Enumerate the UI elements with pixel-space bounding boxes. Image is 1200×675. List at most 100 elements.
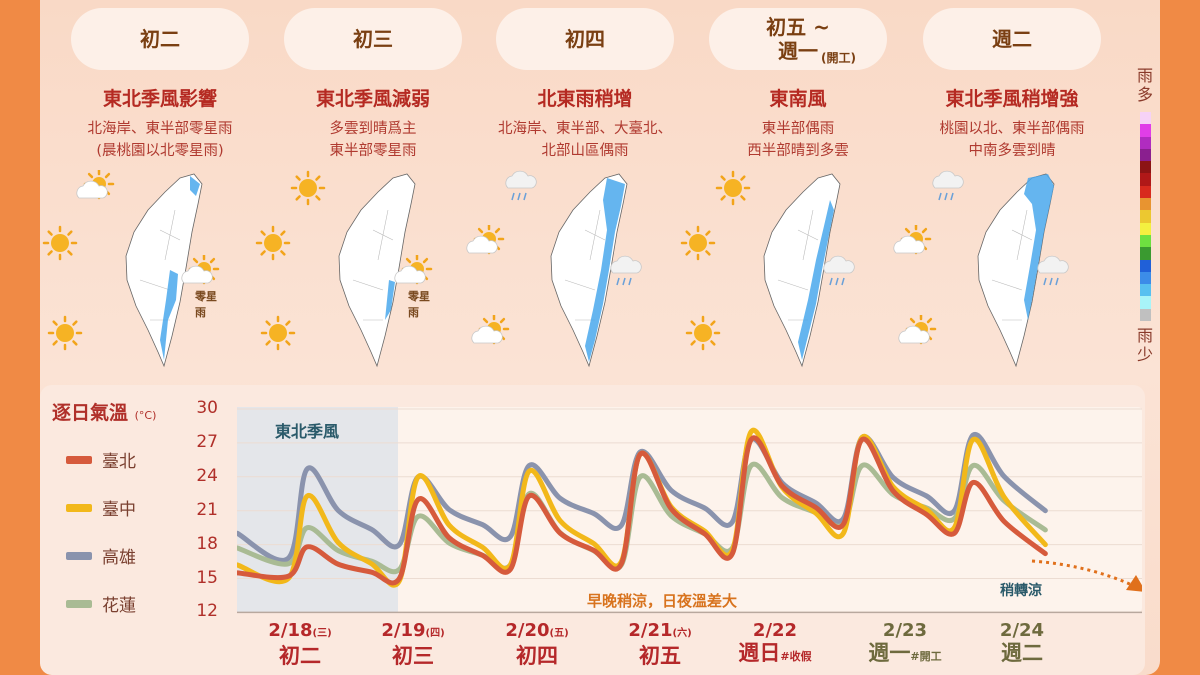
day-weather-desc: 多雲到晴爲主 東半部零星雨 xyxy=(258,118,488,162)
taiwan-rain-map: 零星雨 xyxy=(255,170,438,370)
date-text: 2/23 xyxy=(882,620,928,641)
desc-line: 桃園以北、東半部偶雨 xyxy=(939,121,1085,137)
x-category-label: 2/23 週一#開工 xyxy=(868,620,941,668)
day-weather-desc: 桃園以北、東半部偶雨 中南多雲到晴 xyxy=(897,118,1127,162)
x-category-label: 2/21(六) 初五 xyxy=(628,620,691,667)
rain-scale-swatch xyxy=(1140,296,1151,309)
day-pill-3[interactable]: 初四 xyxy=(496,8,674,70)
date-text: 2/19 xyxy=(381,620,426,641)
day-weather-title: 東北季風稍增強 xyxy=(945,88,1079,110)
x-category-label: 2/22 週日#收假 xyxy=(738,620,811,668)
rain-scale-swatch xyxy=(1140,259,1151,272)
rain-scale-swatch xyxy=(1140,136,1151,149)
map-label: 零星雨 xyxy=(408,290,430,319)
desc-line: 東半部偶雨 xyxy=(761,121,835,137)
date-text: 2/21 xyxy=(628,620,673,641)
rain-cloud-icon xyxy=(610,255,642,286)
rain-cloud-icon xyxy=(823,255,855,286)
chart-unit: (°C) xyxy=(134,409,157,422)
date-text: 2/24 xyxy=(999,620,1045,641)
rain-scale-swatch xyxy=(1140,148,1151,162)
taiwan-rain-map: 零星雨 xyxy=(42,170,225,370)
cooling-arrow-line xyxy=(1031,559,1133,587)
x-date: 2/20(五) xyxy=(505,620,568,645)
cooling-arrow-head-icon xyxy=(1126,575,1142,592)
x-date: 2/18(三) xyxy=(268,620,331,645)
x-category-label: 2/19(四) 初三 xyxy=(381,620,444,667)
day-label-text: 初四 xyxy=(515,644,558,668)
y-tick-label: 30 xyxy=(196,398,218,418)
x-lunar-label: 週二 xyxy=(1000,642,1044,664)
desc-line: 東半部零星雨 xyxy=(329,143,417,159)
rain-cloud-icon xyxy=(1037,255,1069,286)
day-pill-label: 初四 xyxy=(565,27,605,51)
legend-label: 臺北 xyxy=(102,452,136,472)
rain-scale-swatch xyxy=(1140,271,1151,285)
legend-swatch xyxy=(66,551,92,560)
legend-swatch xyxy=(66,455,92,464)
desc-line: 多雲到晴爲主 xyxy=(329,121,417,137)
x-category-label: 2/20(五) 初四 xyxy=(505,620,568,667)
day-note: #開工 xyxy=(910,650,942,663)
rain-scale-swatch xyxy=(1140,185,1151,199)
day-pill-2[interactable]: 初三 xyxy=(284,8,462,70)
series-line-臺北 xyxy=(237,435,1048,586)
taiwan-map-icon xyxy=(977,173,1055,368)
day-pill-1[interactable]: 初二 xyxy=(71,8,249,70)
legend-item: 高雄 xyxy=(66,543,136,568)
partly-sunny-icon xyxy=(471,315,510,345)
x-lunar-label: 初四 xyxy=(505,645,568,667)
rain-scale-swatch xyxy=(1140,284,1151,297)
chart-title-text: 逐日氣溫 xyxy=(52,402,129,424)
rain-scale-bottom-label: 雨少 xyxy=(1137,326,1154,364)
x-date: 2/23 xyxy=(868,620,941,642)
y-tick-label: 27 xyxy=(196,431,218,452)
x-lunar-label: 週日#收假 xyxy=(738,642,811,668)
day-weather-title: 東北季風減弱 xyxy=(315,88,430,110)
desc-line: 中南多雲到晴 xyxy=(968,143,1056,159)
sun-icon xyxy=(290,170,326,206)
date-text: 2/20 xyxy=(505,620,550,641)
rain-scale-swatch xyxy=(1140,210,1151,223)
rain-scale-swatch xyxy=(1140,112,1151,125)
day-weather-title: 東北季風影響 xyxy=(102,88,217,110)
day-pill-label: 週二 xyxy=(992,27,1032,51)
day-pill-5[interactable]: 週二 xyxy=(923,8,1101,70)
day-pill-4[interactable]: 初五 ~ 週一 (開工) xyxy=(709,8,887,70)
y-tick-label: 24 xyxy=(196,465,218,486)
partly-sunny-icon xyxy=(898,315,937,345)
day-label-text: 初三 xyxy=(391,644,434,668)
rain-scale-top-label: 雨多 xyxy=(1137,66,1154,104)
y-tick-label: 18 xyxy=(196,533,218,554)
date-text: 2/18 xyxy=(268,620,313,641)
x-lunar-label: 週一#開工 xyxy=(868,642,941,668)
partly-sunny-icon xyxy=(181,255,220,285)
temperature-line-chart xyxy=(237,408,1142,614)
day-pill-label: 初二 xyxy=(140,27,180,51)
sun-icon xyxy=(255,225,291,261)
rain-scale-swatch xyxy=(1140,124,1151,137)
weekday-text: (六) xyxy=(672,628,692,639)
day-label-text: 初五 xyxy=(638,644,681,668)
legend-label: 高雄 xyxy=(102,548,136,568)
taiwan-rain-map xyxy=(466,170,650,370)
sun-icon xyxy=(42,225,78,261)
map-label: 零星雨 xyxy=(195,290,217,319)
day-weather-title: 北東雨稍增 xyxy=(537,88,633,110)
taiwan-rain-map xyxy=(680,170,863,370)
rain-scale-swatch xyxy=(1140,161,1151,174)
x-date: 2/21(六) xyxy=(628,620,691,645)
x-date: 2/22 xyxy=(738,620,811,642)
sun-icon xyxy=(260,315,296,351)
legend-item: 臺中 xyxy=(66,495,136,520)
x-date: 2/19(四) xyxy=(381,620,444,645)
x-lunar-label: 初三 xyxy=(381,645,444,667)
rain-scale-bar xyxy=(1140,112,1151,322)
taiwan-map-icon xyxy=(763,173,841,368)
desc-line: 北海岸、東半部、大臺北、 xyxy=(498,121,672,137)
day-label-text: 週一 xyxy=(868,641,911,665)
desc-line: (晨桃園以北零星雨) xyxy=(96,143,224,159)
partly-sunny-icon xyxy=(394,255,433,285)
desc-line: 北海岸、東半部零星雨 xyxy=(87,121,233,137)
day-label-text: 週日 xyxy=(738,641,781,665)
